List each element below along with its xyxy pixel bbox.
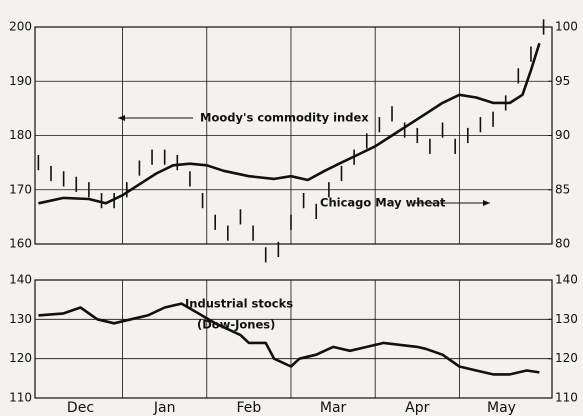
arrow-head (118, 115, 125, 121)
y2-tick-label: 120 (555, 351, 578, 365)
y-tick-label: 170 (9, 182, 32, 196)
series-note: (Dow-Jones) (197, 318, 275, 332)
y-tick-label: 110 (9, 391, 32, 405)
series-label: Moody's commodity index (200, 111, 369, 125)
y2-tick-label: 85 (555, 182, 570, 196)
y-tick-label: 130 (9, 312, 32, 326)
y2-tick-label: 90 (555, 128, 570, 142)
plot-frame (34, 279, 553, 399)
series-line (38, 42, 541, 205)
series-label: Chicago May wheat (320, 196, 446, 210)
y-tick-label: 120 (9, 351, 32, 365)
y2-tick-label: 95 (555, 74, 570, 88)
x-tick-label: Feb (236, 400, 261, 416)
arrow-head (483, 200, 490, 206)
x-tick-label: May (487, 400, 516, 416)
x-tick-label: Mar (320, 400, 347, 416)
y2-tick-label: 140 (555, 273, 578, 287)
y-tick-label: 190 (9, 74, 32, 88)
y2-tick-label: 110 (555, 391, 578, 405)
y2-tick-label: 100 (555, 20, 578, 34)
y-tick-label: 200 (9, 20, 32, 34)
y-tick-label: 140 (9, 273, 32, 287)
x-tick-label: Apr (405, 400, 429, 416)
y2-tick-label: 80 (555, 237, 570, 251)
series-line (38, 302, 540, 376)
x-tick-label: Dec (67, 400, 94, 416)
y-tick-label: 180 (9, 128, 32, 142)
y-tick-label: 160 (9, 237, 32, 251)
series-label: Industrial stocks (185, 297, 293, 311)
x-tick-label: Jan (153, 400, 176, 416)
y2-tick-label: 130 (555, 312, 578, 326)
